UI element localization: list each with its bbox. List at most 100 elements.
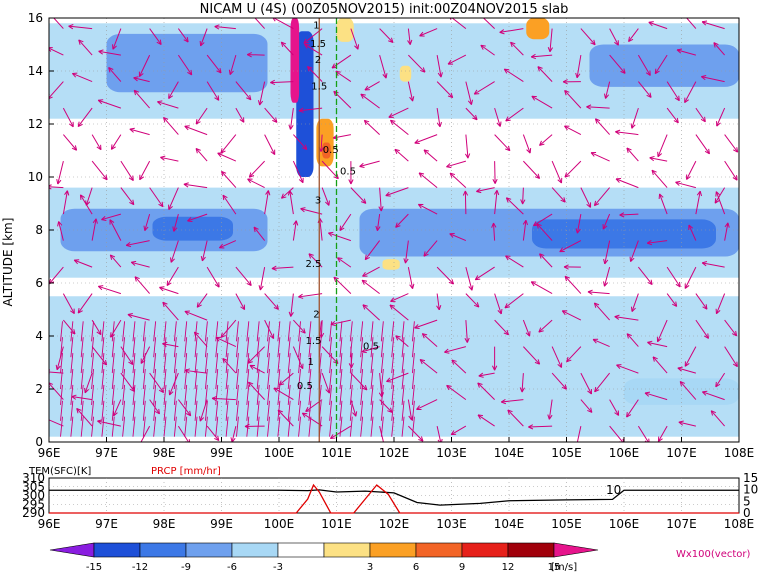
wind-vector-361 (675, 180, 697, 189)
wind-vector-102 (235, 266, 252, 286)
wind-vector-472 (184, 353, 188, 374)
wind-vector-463 (173, 384, 177, 405)
wind-vector-40 (101, 213, 122, 222)
wind-vector-414 (101, 384, 105, 405)
wind-vector-435 (132, 384, 136, 405)
wind-vector-397 (70, 321, 74, 342)
y-tick-label-5: 10 (28, 170, 43, 184)
lower-y2-tick-1: 5 (743, 494, 751, 508)
wind-vector-290 (580, 372, 592, 395)
y-tick-label-3: 6 (35, 276, 43, 290)
wind-vector-515 (246, 337, 250, 358)
wind-vector-382 (713, 42, 726, 56)
lower-y-tick-1: 295 (22, 497, 45, 511)
wind-vector-63 (149, 28, 162, 45)
wind-vector-248 (493, 189, 500, 215)
wind-vector-445 (142, 337, 146, 358)
wind-vector-366 (676, 48, 697, 56)
lower-x-tick-0: 96E (38, 517, 61, 531)
wind-vector-94 (206, 54, 222, 74)
wind-vector-72 (172, 213, 179, 232)
lower-x-tick-3: 99E (210, 517, 233, 531)
wind-vector-589 (360, 384, 364, 405)
wind-vector-199 (403, 240, 409, 264)
wind-vector-566 (329, 416, 333, 437)
wind-vector-410 (91, 337, 94, 358)
wind-vector-312 (602, 213, 611, 230)
wind-vector-600 (370, 321, 374, 342)
region-3 (532, 219, 716, 249)
wind-vector-180 (362, 304, 380, 321)
wind-vector-378 (724, 160, 738, 181)
wind-vector-530 (267, 321, 270, 342)
wind-vector-346 (649, 155, 668, 162)
wind-vector-416 (101, 353, 105, 374)
x-tick-label-6: 102E (379, 446, 410, 460)
wind-vector-297 (580, 187, 592, 208)
wind-vector-434 (132, 400, 136, 421)
wind-vector-169 (350, 187, 367, 204)
wind-vector-351 (648, 21, 668, 30)
wind-vector-402 (80, 353, 84, 374)
wind-vector-451 (153, 353, 157, 374)
wind-vector-262 (505, 255, 524, 268)
wind-vector-69 (159, 286, 179, 295)
wind-vector-430 (122, 353, 126, 374)
wind-vector-245 (494, 293, 503, 315)
wind-vector-60 (133, 89, 151, 109)
wind-vector-100 (220, 319, 237, 338)
wind-vector-117 (264, 293, 279, 310)
wind-vector-357 (695, 293, 708, 310)
wind-vector-613 (391, 337, 395, 358)
wind-vector-362 (686, 160, 697, 180)
wind-vector-85 (196, 293, 208, 308)
wind-vector-239 (449, 18, 467, 29)
lower-y-tick-2: 300 (22, 489, 45, 503)
wind-vector-557 (308, 337, 312, 358)
wind-vector-87 (200, 240, 208, 262)
vector-label: Wx100(vector) (676, 549, 751, 560)
wind-vector-420 (111, 400, 115, 421)
wind-vector-509 (236, 321, 239, 342)
wind-vector-140 (288, 108, 294, 130)
wind-vector-408 (91, 368, 94, 390)
wind-vector-496 (225, 416, 229, 437)
wind-vector-74 (160, 155, 179, 162)
wind-vector-480 (194, 337, 198, 358)
wind-vector-189 (364, 81, 380, 91)
wind-vector-438 (132, 337, 136, 358)
wind-vector-462 (173, 400, 177, 421)
wind-vector-317 (603, 81, 611, 99)
wind-vector-338 (652, 356, 668, 374)
wind-vector-581 (349, 400, 353, 421)
wind-vector-446 (142, 321, 146, 342)
wind-vector-585 (349, 337, 353, 358)
wind-vector-354 (677, 366, 697, 374)
wind-vector-359 (688, 224, 697, 241)
wind-vector-4 (62, 319, 76, 335)
wind-vector-619 (401, 353, 405, 374)
wind-vector-475 (194, 416, 198, 437)
wind-vector-507 (236, 353, 239, 374)
lower-y-tick-0: 290 (22, 506, 45, 520)
wind-vector-385 (60, 400, 63, 421)
wind-vector-309 (587, 289, 610, 295)
wind-vector-453 (153, 321, 157, 342)
wind-vector-396 (70, 337, 74, 358)
wind-vector-570 (329, 353, 333, 374)
wind-vector-251 (494, 134, 511, 152)
wind-vector-329 (615, 178, 639, 189)
region-14 (290, 18, 300, 103)
wind-vector-119 (253, 226, 266, 241)
colorbar: -15 -12 -9 -6 -3 3 6 9 12 15 (49, 542, 599, 573)
wind-vector-425 (111, 321, 115, 342)
wind-vector-270 (510, 41, 524, 56)
wind-vector-586 (349, 321, 353, 342)
wind-vector-325 (630, 293, 639, 312)
wind-vector-392 (70, 400, 74, 421)
wind-vector-319 (609, 28, 619, 46)
wind-vector-448 (153, 400, 157, 421)
wind-vector-588 (360, 400, 364, 421)
wind-vector-389 (60, 337, 63, 358)
